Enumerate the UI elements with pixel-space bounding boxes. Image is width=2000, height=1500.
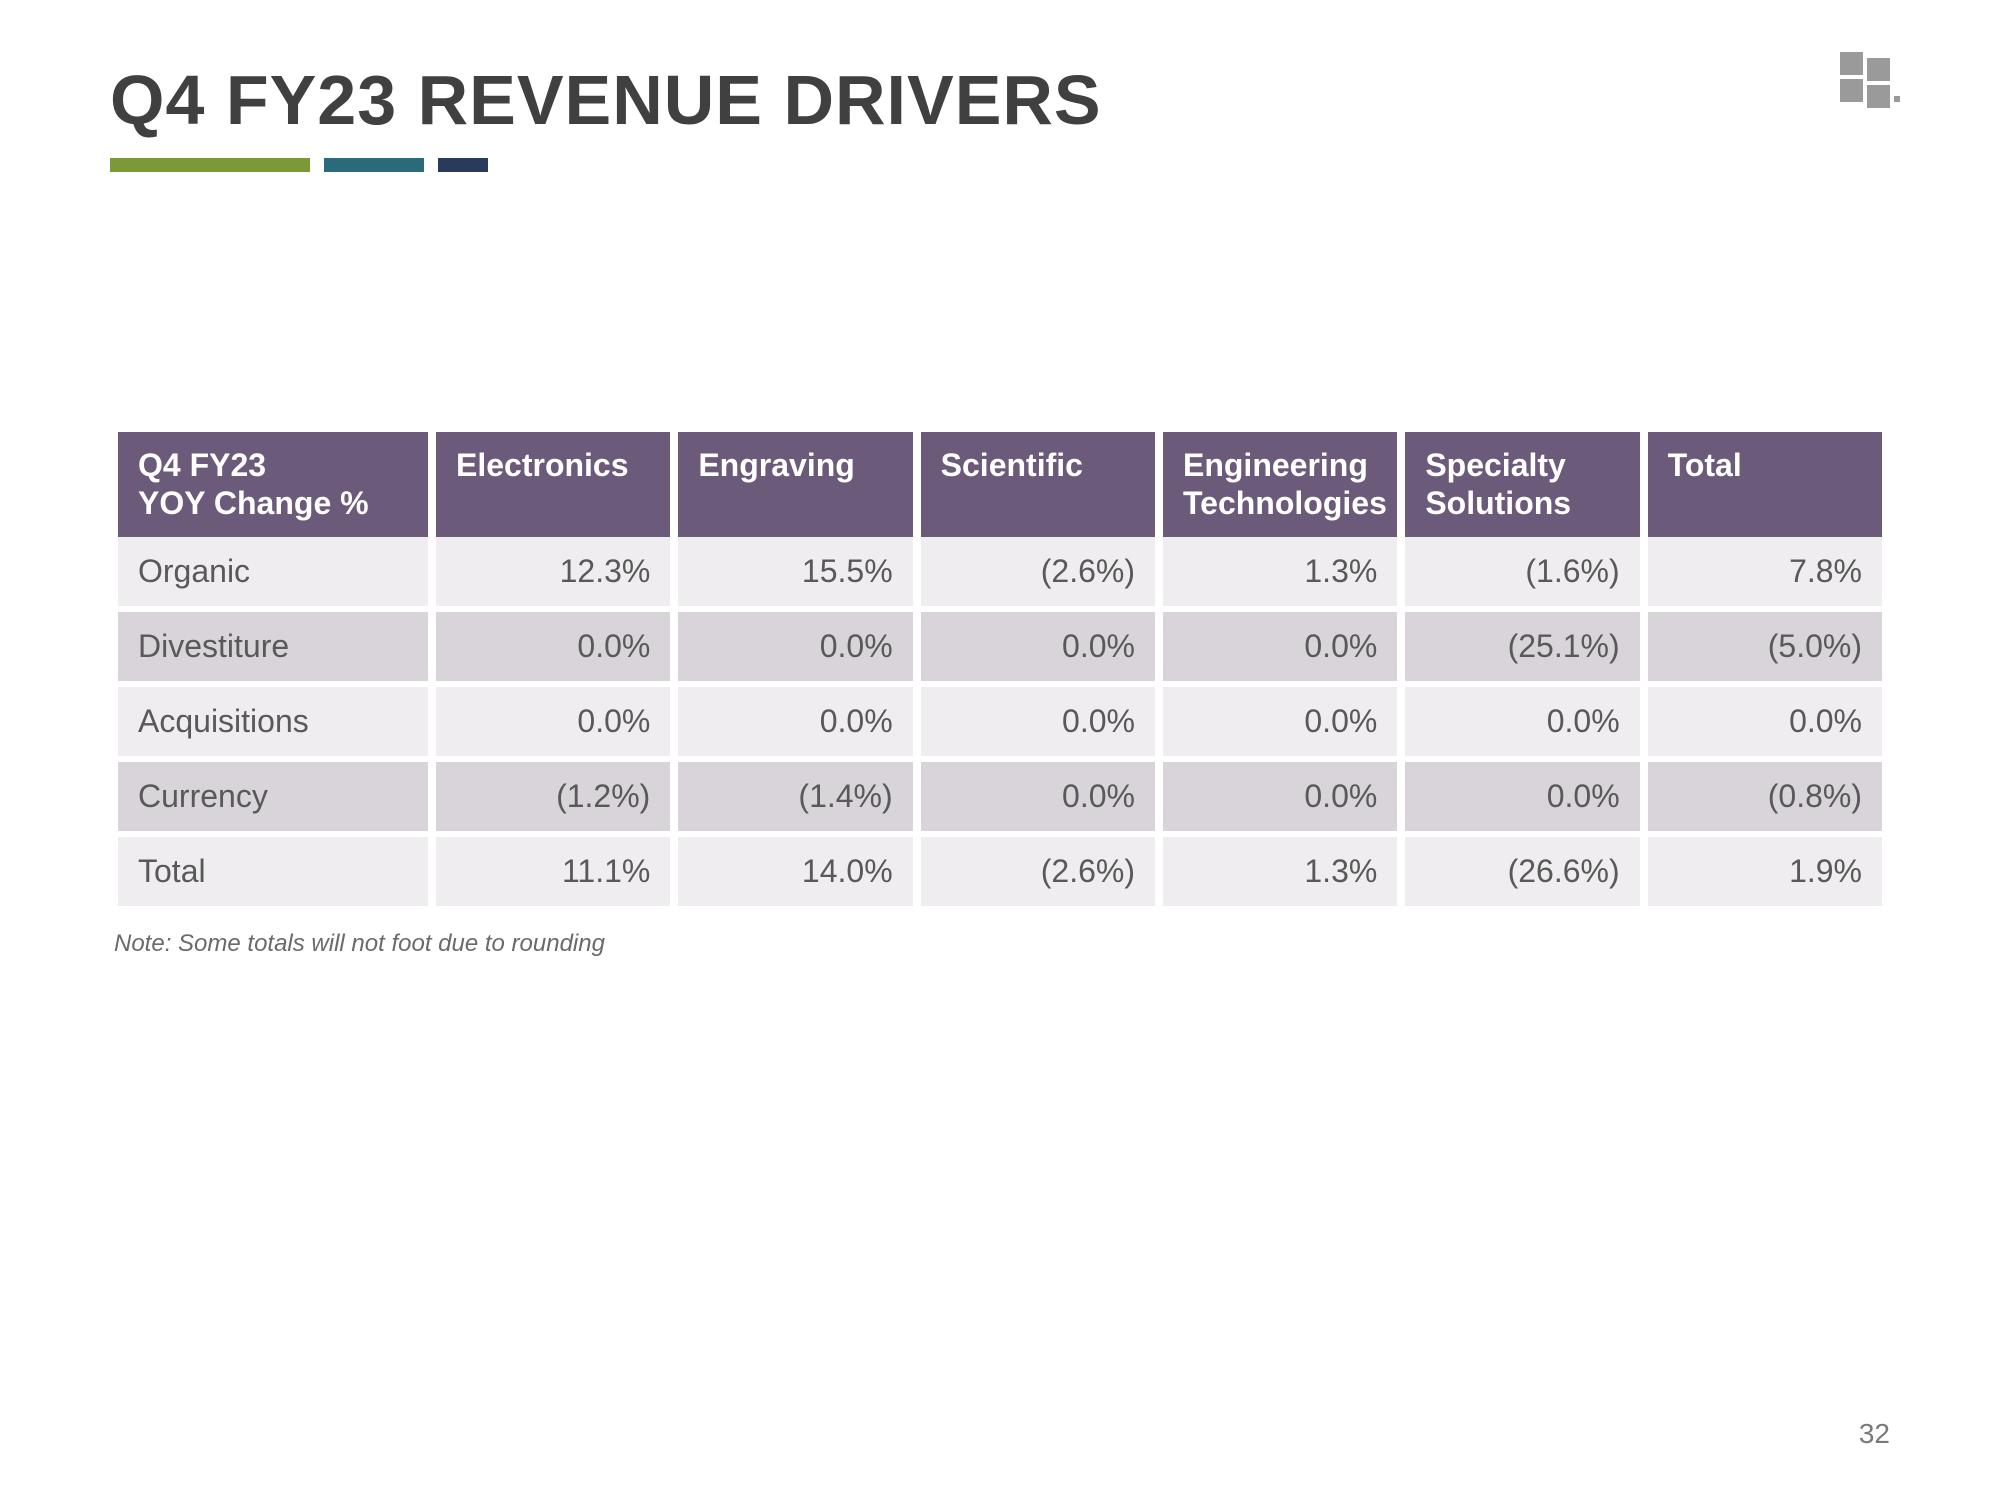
col-header-engineering-tech: EngineeringTechnologies <box>1163 432 1397 537</box>
table-body: Organic 12.3% 15.5% (2.6%) 1.3% (1.6%) 7… <box>118 537 1882 912</box>
cell: 0.0% <box>1163 687 1397 762</box>
cell: 12.3% <box>436 537 670 612</box>
cell: 1.3% <box>1163 837 1397 912</box>
cell: 1.9% <box>1648 837 1882 912</box>
revenue-drivers-table: Q4 FY23YOY Change % Electronics Engravin… <box>110 432 1890 912</box>
cell: 0.0% <box>1163 612 1397 687</box>
cell: 0.0% <box>436 612 670 687</box>
footnote: Note: Some totals will not foot due to r… <box>110 930 1890 958</box>
cell: 0.0% <box>1163 762 1397 837</box>
table-header-row: Q4 FY23YOY Change % Electronics Engravin… <box>118 432 1882 537</box>
accent-bar-2 <box>324 158 424 172</box>
cell: (0.8%) <box>1648 762 1882 837</box>
col-header-scientific: Scientific <box>921 432 1155 537</box>
cell: (2.6%) <box>921 537 1155 612</box>
page-number: 32 <box>1859 1418 1890 1450</box>
slide: Q4 FY23 REVENUE DRIVERS Q4 FY23YOY Chang… <box>0 0 2000 1500</box>
company-logo-icon <box>1840 52 1890 102</box>
cell: (5.0%) <box>1648 612 1882 687</box>
row-label: Total <box>118 837 428 912</box>
cell: (1.6%) <box>1405 537 1639 612</box>
cell: 15.5% <box>678 537 912 612</box>
cell: 1.3% <box>1163 537 1397 612</box>
cell: (1.2%) <box>436 762 670 837</box>
cell: 0.0% <box>1405 687 1639 762</box>
table-row: Organic 12.3% 15.5% (2.6%) 1.3% (1.6%) 7… <box>118 537 1882 612</box>
row-label: Acquisitions <box>118 687 428 762</box>
col-header-electronics: Electronics <box>436 432 670 537</box>
col-header-period: Q4 FY23YOY Change % <box>118 432 428 537</box>
company-logo-dot <box>1894 96 1900 102</box>
cell: (26.6%) <box>1405 837 1639 912</box>
col-header-total: Total <box>1648 432 1882 537</box>
row-label: Divestiture <box>118 612 428 687</box>
cell: 0.0% <box>1648 687 1882 762</box>
col-header-engraving: Engraving <box>678 432 912 537</box>
row-label: Currency <box>118 762 428 837</box>
table-row: Currency (1.2%) (1.4%) 0.0% 0.0% 0.0% (0… <box>118 762 1882 837</box>
cell: 0.0% <box>921 612 1155 687</box>
cell: 0.0% <box>921 762 1155 837</box>
cell: (25.1%) <box>1405 612 1639 687</box>
page-title: Q4 FY23 REVENUE DRIVERS <box>110 60 1890 140</box>
row-label: Organic <box>118 537 428 612</box>
table-row: Acquisitions 0.0% 0.0% 0.0% 0.0% 0.0% 0.… <box>118 687 1882 762</box>
cell: 0.0% <box>678 612 912 687</box>
cell: 0.0% <box>436 687 670 762</box>
cell: 0.0% <box>921 687 1155 762</box>
cell: (1.4%) <box>678 762 912 837</box>
accent-bar-1 <box>110 158 310 172</box>
col-header-specialty-solutions: SpecialtySolutions <box>1405 432 1639 537</box>
table-row: Divestiture 0.0% 0.0% 0.0% 0.0% (25.1%) … <box>118 612 1882 687</box>
accent-bars <box>110 158 1890 172</box>
accent-bar-3 <box>438 158 488 172</box>
cell: (2.6%) <box>921 837 1155 912</box>
cell: 7.8% <box>1648 537 1882 612</box>
cell: 14.0% <box>678 837 912 912</box>
cell: 11.1% <box>436 837 670 912</box>
cell: 0.0% <box>1405 762 1639 837</box>
table-row: Total 11.1% 14.0% (2.6%) 1.3% (26.6%) 1.… <box>118 837 1882 912</box>
cell: 0.0% <box>678 687 912 762</box>
